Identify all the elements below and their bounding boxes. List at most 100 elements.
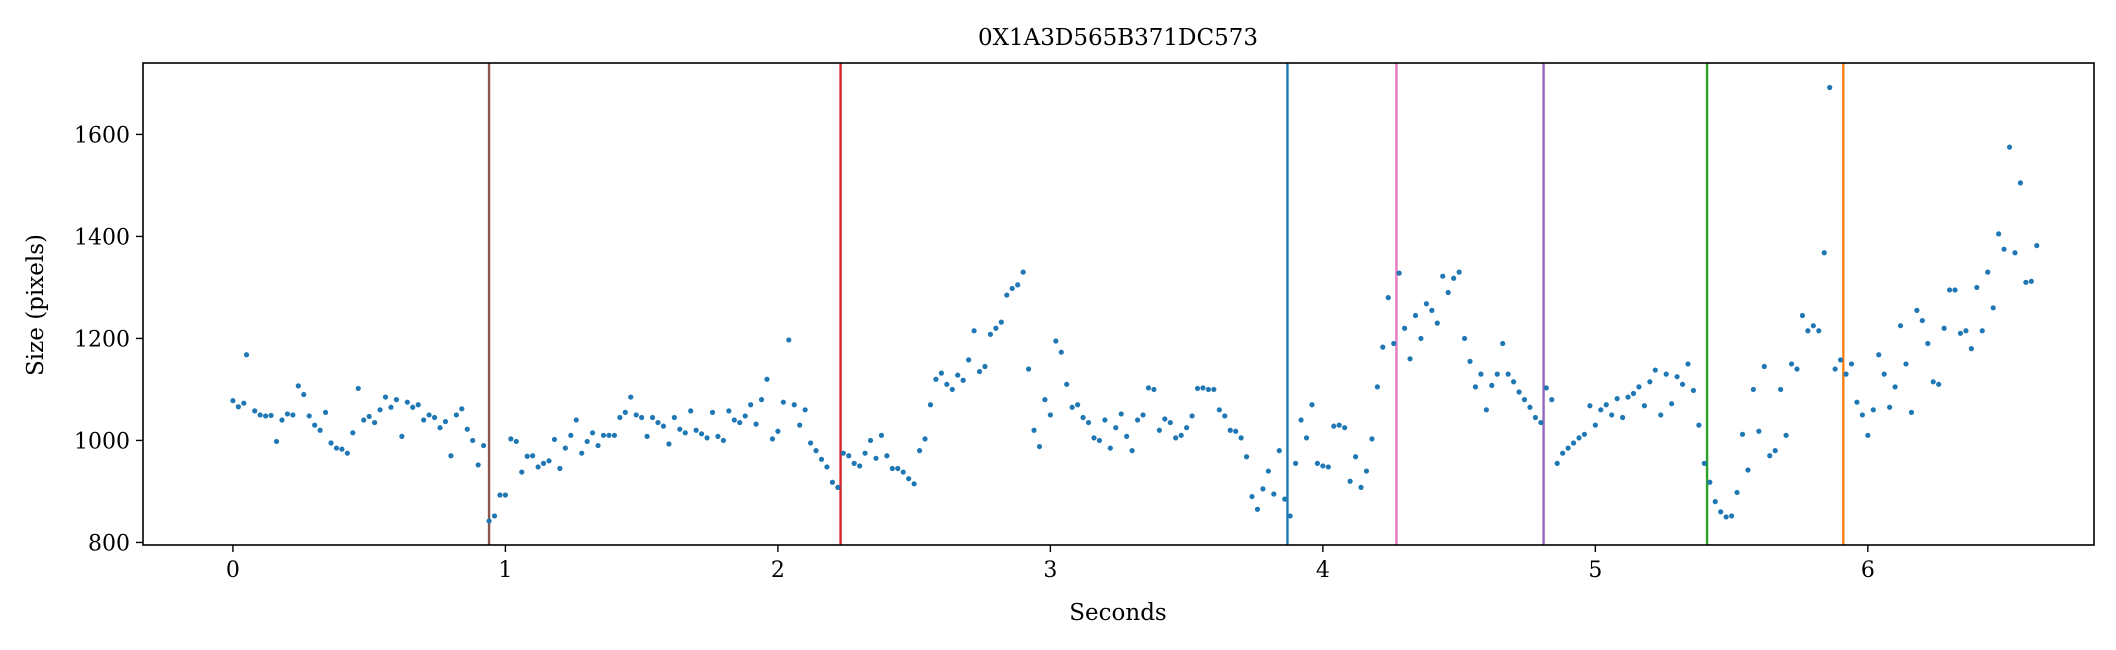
data-point bbox=[1461, 335, 1468, 342]
data-point bbox=[1679, 381, 1686, 387]
data-point bbox=[546, 458, 552, 464]
data-point bbox=[1636, 384, 1642, 390]
data-point bbox=[1243, 454, 1250, 460]
data-point bbox=[437, 425, 443, 431]
data-point bbox=[590, 430, 596, 436]
data-point bbox=[1429, 307, 1435, 313]
data-point bbox=[916, 448, 923, 454]
data-point bbox=[453, 412, 459, 418]
data-point bbox=[508, 436, 514, 442]
data-point bbox=[339, 446, 345, 452]
data-point bbox=[1690, 387, 1697, 394]
data-point bbox=[1194, 385, 1201, 392]
y-axis-label: Size (pixels) bbox=[23, 234, 49, 376]
data-point bbox=[1249, 493, 1255, 500]
data-point bbox=[1489, 382, 1495, 388]
data-point bbox=[644, 433, 650, 439]
data-point bbox=[715, 433, 721, 439]
data-point bbox=[410, 404, 416, 410]
data-point bbox=[1696, 422, 1702, 428]
data-point bbox=[600, 432, 607, 438]
data-point bbox=[1020, 269, 1026, 275]
data-point bbox=[1521, 397, 1528, 403]
data-point bbox=[1756, 428, 1762, 434]
data-point bbox=[1096, 437, 1103, 444]
data-point bbox=[818, 456, 825, 462]
data-point bbox=[1974, 284, 1980, 291]
data-point bbox=[737, 419, 743, 426]
data-point bbox=[1712, 499, 1718, 505]
data-point bbox=[502, 492, 509, 498]
data-point bbox=[1140, 412, 1146, 418]
data-point bbox=[1859, 412, 1865, 418]
data-point bbox=[835, 484, 841, 490]
data-point bbox=[1592, 422, 1598, 428]
data-point bbox=[709, 409, 716, 415]
data-point bbox=[1113, 425, 1119, 431]
data-point bbox=[1118, 411, 1124, 417]
data-point bbox=[1134, 417, 1141, 423]
data-point bbox=[807, 440, 814, 446]
data-point bbox=[617, 414, 623, 421]
data-point bbox=[1565, 445, 1571, 451]
data-point bbox=[955, 372, 961, 378]
data-point bbox=[1663, 371, 1669, 377]
data-point bbox=[1500, 340, 1506, 347]
data-point bbox=[551, 436, 558, 443]
data-point bbox=[1385, 295, 1391, 301]
data-point bbox=[1952, 287, 1958, 293]
chart-title: 0X1A3D565B371DC573 bbox=[978, 25, 1258, 51]
data-point bbox=[257, 412, 263, 418]
data-point bbox=[1718, 509, 1724, 515]
data-point bbox=[1903, 361, 1909, 367]
data-point bbox=[1309, 402, 1315, 408]
data-point bbox=[1271, 491, 1277, 497]
data-point bbox=[851, 460, 857, 466]
data-point bbox=[1173, 435, 1179, 441]
data-point bbox=[1320, 463, 1326, 469]
data-point bbox=[415, 402, 421, 408]
data-point bbox=[1380, 344, 1386, 350]
data-point bbox=[1810, 323, 1816, 329]
data-point bbox=[1772, 448, 1778, 454]
data-point bbox=[1483, 407, 1489, 413]
data-point bbox=[1587, 403, 1593, 409]
data-point bbox=[1669, 401, 1675, 407]
data-point bbox=[404, 399, 410, 405]
data-point bbox=[1282, 496, 1288, 502]
x-tick-label: 1 bbox=[498, 558, 512, 583]
data-point bbox=[1222, 413, 1228, 419]
y-tick-label: 800 bbox=[88, 531, 130, 556]
data-point bbox=[802, 407, 808, 413]
data-point bbox=[1036, 443, 1043, 450]
x-axis-label: Seconds bbox=[1069, 600, 1166, 626]
data-point bbox=[753, 421, 759, 427]
data-point bbox=[862, 450, 868, 456]
data-point bbox=[748, 402, 754, 408]
data-point bbox=[1750, 386, 1756, 393]
data-point bbox=[966, 357, 972, 363]
data-point bbox=[922, 436, 928, 442]
data-point bbox=[1549, 397, 1555, 403]
data-point bbox=[431, 414, 438, 421]
data-point bbox=[1707, 479, 1713, 485]
y-tick-label: 1400 bbox=[74, 225, 130, 250]
data-point bbox=[900, 469, 906, 475]
x-tick-label: 2 bbox=[771, 558, 785, 583]
data-point bbox=[355, 385, 361, 392]
data-point bbox=[1015, 282, 1021, 288]
data-point bbox=[1451, 275, 1457, 281]
data-point bbox=[470, 437, 476, 444]
data-point bbox=[682, 430, 688, 436]
data-point bbox=[1767, 453, 1773, 459]
data-point bbox=[1025, 366, 1032, 372]
data-point bbox=[867, 437, 874, 444]
data-point bbox=[1369, 436, 1375, 442]
data-point bbox=[388, 404, 394, 410]
data-point bbox=[1058, 349, 1064, 355]
data-point bbox=[361, 417, 367, 423]
data-point bbox=[927, 402, 934, 408]
data-point bbox=[268, 412, 274, 419]
data-point bbox=[704, 435, 710, 441]
